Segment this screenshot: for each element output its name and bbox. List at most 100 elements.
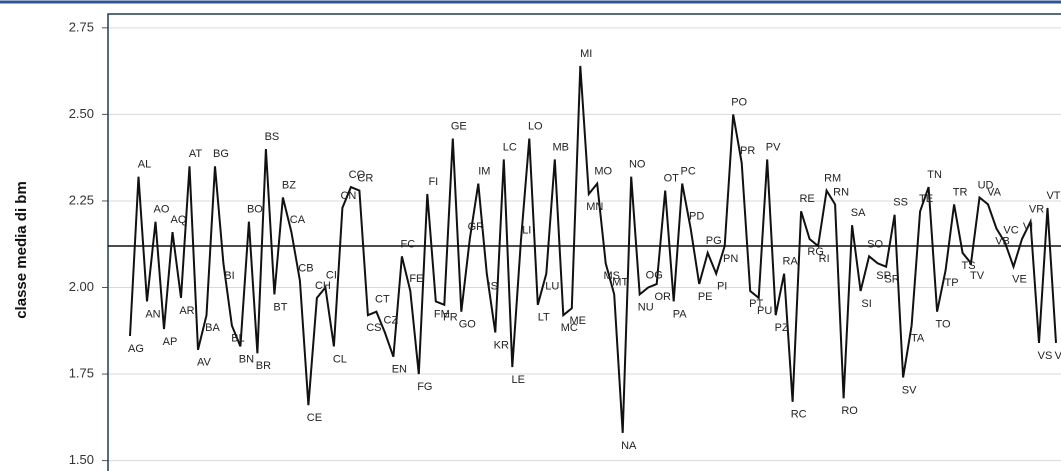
plot-frame xyxy=(107,13,1061,471)
point-label: BT xyxy=(273,301,287,313)
point-label: IS xyxy=(488,281,498,293)
point-label: LO xyxy=(528,121,543,133)
y-tick-label: 1.75 xyxy=(69,365,94,380)
point-label: SO xyxy=(867,238,883,250)
point-label: LU xyxy=(545,281,559,293)
point-label: NO xyxy=(629,159,646,171)
point-label: MO xyxy=(594,166,612,178)
point-label: VC xyxy=(1003,224,1018,236)
point-label: PC xyxy=(681,166,696,178)
point-label: RN xyxy=(833,186,849,198)
point-label: MN xyxy=(586,201,603,213)
point-label: MI xyxy=(580,48,592,60)
point-label: ME xyxy=(570,315,587,327)
point-label: SS xyxy=(893,197,908,209)
point-label: SR xyxy=(884,274,899,286)
point-label: TP xyxy=(945,277,959,289)
point-label: MC xyxy=(561,322,578,334)
point-label: GR xyxy=(468,221,485,233)
point-label: VV xyxy=(1055,350,1061,362)
point-label: PI xyxy=(717,281,727,293)
point-label: BA xyxy=(205,322,220,334)
point-label: CS xyxy=(366,322,381,334)
point-label: MB xyxy=(553,141,570,153)
point-label: RI xyxy=(819,253,830,265)
point-label: OR xyxy=(654,291,671,303)
point-label: VR xyxy=(1029,204,1044,216)
point-label: SI xyxy=(861,298,871,310)
point-label: TA xyxy=(911,332,925,344)
point-label: FG xyxy=(417,381,432,393)
point-label: TR xyxy=(953,186,968,198)
point-label: BN xyxy=(239,353,254,365)
point-label: IM xyxy=(478,166,490,178)
point-label: FR xyxy=(443,312,458,324)
y-tick-label: 2.50 xyxy=(69,106,94,121)
point-label: CI xyxy=(326,269,337,281)
point-label: MS xyxy=(603,270,620,282)
point-label: GE xyxy=(451,121,467,133)
point-label: RA xyxy=(783,256,799,268)
point-label: AP xyxy=(163,336,178,348)
point-label: BS xyxy=(265,131,280,143)
point-label: CA xyxy=(290,214,306,226)
point-label: KR xyxy=(494,339,509,351)
y-axis-title: classe media di bm xyxy=(13,181,30,319)
point-label: CL xyxy=(333,353,347,365)
point-label: RE xyxy=(799,193,814,205)
point-label: PV xyxy=(766,141,781,153)
point-label: SA xyxy=(851,207,866,219)
point-label: BG xyxy=(213,148,229,160)
point-label: CZ xyxy=(384,314,399,326)
point-label: FE xyxy=(409,273,423,285)
point-label: PO xyxy=(731,96,747,108)
point-label: CB xyxy=(298,262,313,274)
point-label: FI xyxy=(428,176,438,188)
y-tick-label: 2.75 xyxy=(69,19,94,34)
point-label: RO xyxy=(841,405,858,417)
point-label: PT xyxy=(749,298,763,310)
point-label: TE xyxy=(919,193,933,205)
point-label: TS xyxy=(962,260,976,272)
point-label: PD xyxy=(689,211,704,223)
point-label: AR xyxy=(179,305,194,317)
y-tick-label: 2.25 xyxy=(69,192,94,207)
point-label: FM xyxy=(434,308,450,320)
point-label: CE xyxy=(307,412,322,424)
point-label: CN xyxy=(340,190,356,202)
point-label: AQ xyxy=(171,214,187,226)
point-label: TO xyxy=(936,319,952,331)
point-label: SP xyxy=(876,270,891,282)
point-label: AL xyxy=(138,159,151,171)
y-tick-label: 2.00 xyxy=(69,279,94,294)
point-label: VB xyxy=(995,236,1010,248)
point-label: BI xyxy=(224,270,234,282)
point-label: FC xyxy=(401,238,416,250)
point-label: PU xyxy=(757,305,772,317)
point-label: TV xyxy=(970,270,985,282)
point-label: VS xyxy=(1038,350,1053,362)
point-label: LE xyxy=(512,374,525,386)
point-label: PZ xyxy=(775,322,789,334)
point-label: SV xyxy=(902,384,917,396)
point-label: AV xyxy=(197,357,212,369)
point-label: LC xyxy=(503,141,517,153)
point-label: PR xyxy=(740,145,755,157)
point-label: VA xyxy=(987,186,1002,198)
point-label: VE xyxy=(1012,274,1027,286)
point-label: AG xyxy=(128,343,144,355)
point-label: PN xyxy=(723,253,738,265)
point-label: LT xyxy=(538,312,550,324)
point-label: EN xyxy=(392,364,407,376)
point-label: RM xyxy=(824,172,841,184)
point-label: AN xyxy=(145,308,160,320)
point-label: UD xyxy=(978,179,994,191)
point-label: BO xyxy=(247,204,263,216)
point-label: OG xyxy=(646,269,663,281)
point-label: BR xyxy=(256,360,271,372)
point-label: RG xyxy=(807,246,824,258)
point-label: CT xyxy=(375,294,390,306)
point-label: CO xyxy=(349,169,366,181)
